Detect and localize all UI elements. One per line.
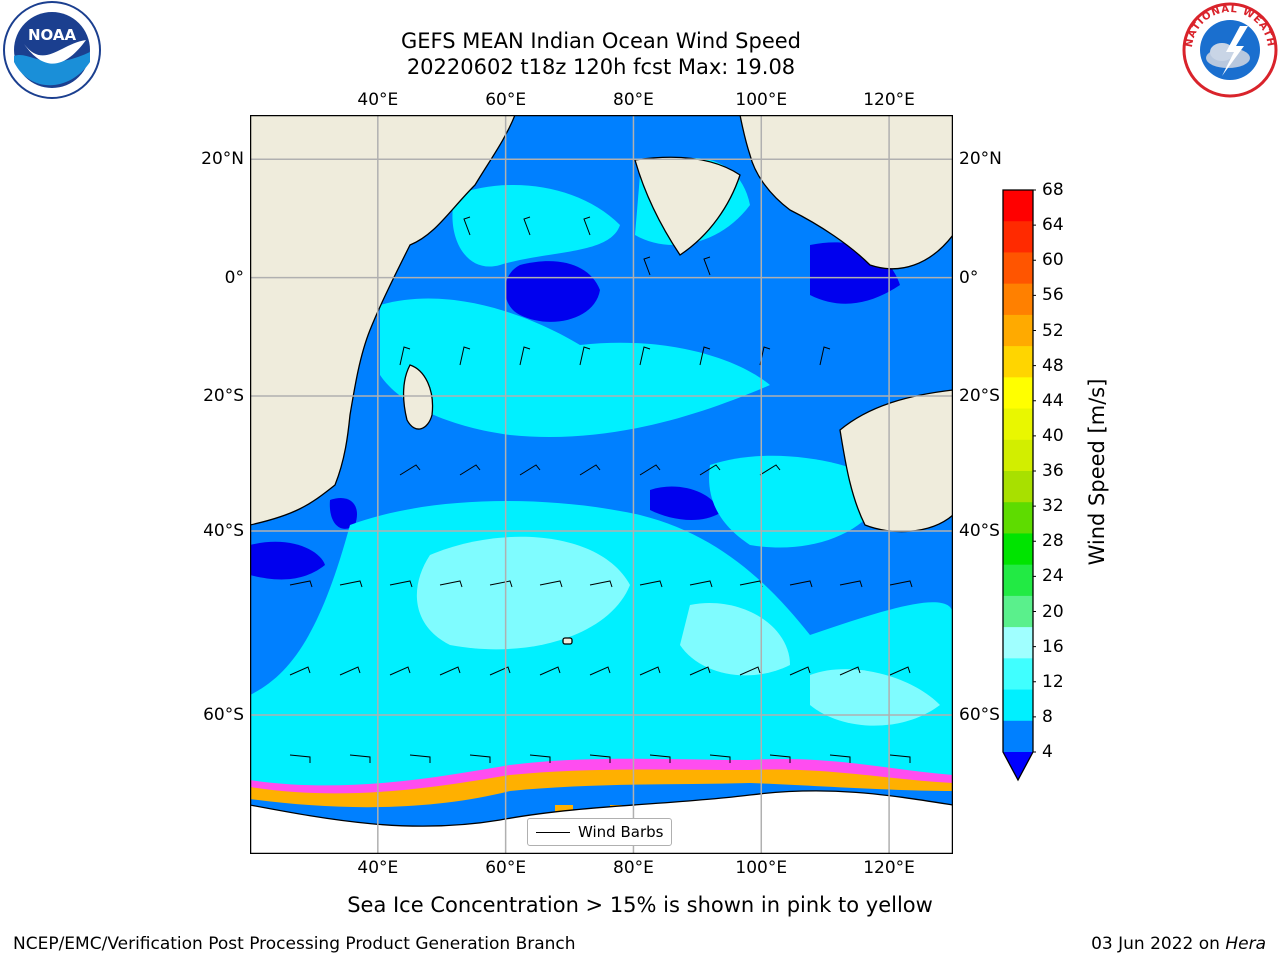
higher-wind-regions	[416, 536, 940, 726]
colorbar-cell-7	[1003, 408, 1033, 441]
lat-tick-left-20: 20°N	[201, 149, 244, 170]
colorbar-under-arrow	[1003, 752, 1033, 780]
wind-speed-colorbar	[1002, 189, 1036, 782]
southeast-asia	[739, 115, 953, 270]
footer-date: 03 Jun 2022 on Hera	[1091, 934, 1266, 954]
colorbar-cell-12	[1003, 564, 1033, 597]
colorbar-tick-64: 64	[1042, 215, 1064, 236]
colorbar-cell-10	[1003, 502, 1033, 534]
colorbar-tick-28: 28	[1042, 531, 1064, 552]
map-title: GEFS MEAN Indian Ocean Wind Speed	[400, 29, 802, 53]
colorbar-cell-6	[1003, 377, 1033, 410]
graticule	[250, 115, 953, 854]
footer-branch: NCEP/EMC/Verification Post Processing Pr…	[13, 934, 576, 954]
wind-speed-map	[250, 115, 953, 854]
colorbar-tick-20: 20	[1042, 601, 1064, 622]
wind-barbs	[289, 216, 913, 763]
colorbar-cell-9	[1003, 471, 1033, 503]
lat-tick-right-20: 20°N	[959, 149, 1002, 170]
lat-tick-left--20: 20°S	[203, 386, 244, 406]
wind-barb-legend-line	[536, 831, 570, 833]
noaa-logo: NOAA	[0, 0, 104, 104]
madagascar	[402, 364, 434, 430]
lon-tick-top-60: 60°E	[485, 90, 527, 110]
india	[634, 156, 741, 256]
lon-tick-top-80: 80°E	[613, 90, 654, 110]
noaa-logo-text: NOAA	[28, 26, 77, 44]
colorbar-cell-1	[1003, 221, 1033, 253]
lat-tick-left-0: 0°	[224, 267, 244, 288]
colorbar-tick-12: 12	[1042, 671, 1064, 692]
lon-tick-bot-80: 80°E	[613, 858, 654, 878]
colorbar-cell-3	[1003, 283, 1033, 316]
sea-ice-caption: Sea Ice Concentration > 15% is shown in …	[347, 893, 933, 917]
colorbar-cell-13	[1003, 595, 1033, 628]
lon-tick-top-40: 40°E	[357, 90, 399, 110]
lat-tick-left--40: 40°S	[203, 521, 244, 542]
colorbar-tick-60: 60	[1042, 250, 1064, 271]
colorbar-cell-14	[1003, 627, 1033, 659]
colorbar-tick-40: 40	[1042, 425, 1064, 446]
wind-barbs-legend-label: Wind Barbs	[578, 823, 664, 841]
colorbar-tick-16: 16	[1042, 636, 1064, 657]
colorbar-cell-11	[1003, 533, 1033, 566]
kerguelen	[562, 637, 573, 645]
wind-barbs-legend: Wind Barbs	[527, 818, 673, 846]
africa-arabia	[250, 115, 516, 526]
colorbar-tick-52: 52	[1042, 320, 1064, 341]
map-subtitle: 20220602 t18z 120h fcst Max: 19.08	[406, 55, 796, 79]
lat-tick-right-0: 0°	[959, 267, 979, 288]
lon-tick-bot-100: 100°E	[735, 858, 788, 878]
colorbar-label: Wind Speed [m/s]	[1085, 378, 1109, 566]
colorbar-cell-8	[1003, 439, 1033, 472]
colorbar-tick-68: 68	[1042, 180, 1064, 200]
colorbar-tick-8: 8	[1042, 706, 1053, 727]
colorbar-tick-4: 4	[1042, 742, 1053, 762]
lat-tick-right--40: 40°S	[959, 521, 1000, 542]
lon-tick-bot-60: 60°E	[485, 858, 527, 878]
lon-tick-bot-120: 120°E	[863, 858, 915, 878]
lon-tick-top-100: 100°E	[735, 90, 788, 110]
australia	[839, 389, 953, 533]
colorbar-tick-48: 48	[1042, 355, 1064, 376]
lon-tick-top-120: 120°E	[863, 90, 915, 110]
colorbar-tick-44: 44	[1042, 390, 1064, 411]
lat-tick-right--60: 60°S	[959, 705, 1000, 726]
lon-tick-bot-40: 40°E	[357, 858, 399, 878]
map-frame	[250, 115, 953, 854]
colorbar-tick-56: 56	[1042, 285, 1064, 306]
colorbar-cell-5	[1003, 346, 1033, 378]
colorbar-cell-15	[1003, 658, 1033, 691]
colorbar-cell-16	[1003, 689, 1033, 722]
lat-tick-right--20: 20°S	[959, 386, 1000, 406]
colorbar-cell-2	[1003, 252, 1033, 285]
colorbar-tick-32: 32	[1042, 496, 1064, 517]
colorbar-tick-24: 24	[1042, 566, 1064, 587]
footer-host: Hera	[1225, 934, 1266, 954]
colorbar-cell-17	[1003, 720, 1033, 753]
lat-tick-left--60: 60°S	[203, 705, 244, 726]
colorbar-cell-0	[1003, 190, 1033, 222]
nws-logo: NATIONAL WEATHER SERVICE	[1174, 0, 1280, 100]
footer-date-text: 03 Jun 2022 on	[1091, 934, 1226, 954]
colorbar-tick-36: 36	[1042, 461, 1064, 481]
colorbar-cell-4	[1003, 314, 1033, 347]
